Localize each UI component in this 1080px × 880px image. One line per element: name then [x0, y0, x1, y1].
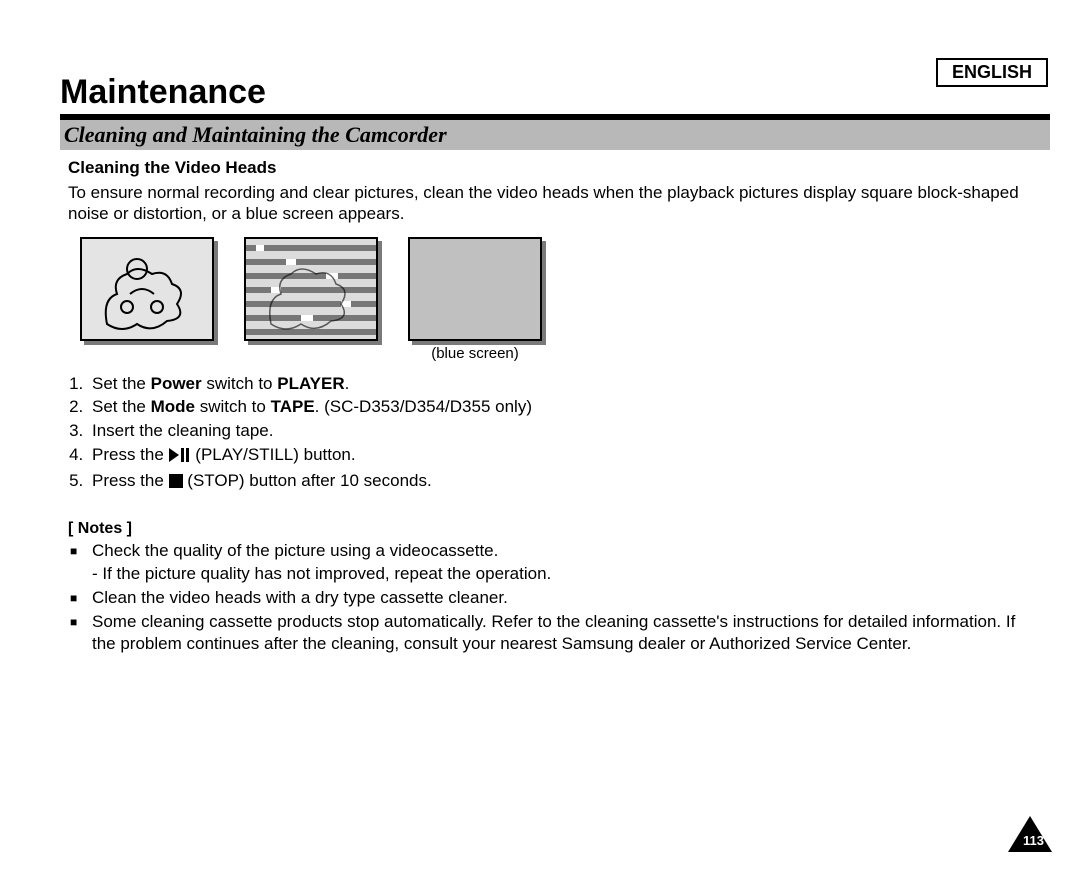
page-title: Maintenance — [60, 73, 1050, 112]
step-1: Set the Power switch to PLAYER. — [88, 372, 1050, 396]
notes-list: Check the quality of the picture using a… — [60, 540, 1050, 654]
play-pause-icon — [169, 445, 191, 469]
example-image-bluescreen — [408, 237, 542, 341]
sub-heading: Cleaning the Video Heads — [68, 158, 1050, 178]
example-image-clear — [80, 237, 214, 341]
note-1-sub: - If the picture quality has not improve… — [92, 563, 1042, 585]
language-label: ENGLISH — [936, 58, 1048, 87]
example-image-bluescreen-wrap: (blue screen) — [408, 237, 542, 362]
bluescreen-caption: (blue screen) — [431, 345, 519, 362]
step-5: Press the (STOP) button after 10 seconds… — [88, 469, 1050, 495]
example-image-noise — [244, 237, 378, 341]
page-number: 113 — [1023, 833, 1044, 848]
step-2: Set the Mode switch to TAPE. (SC-D353/D3… — [88, 395, 1050, 419]
step-3: Insert the cleaning tape. — [88, 419, 1050, 443]
intro-text: To ensure normal recording and clear pic… — [68, 182, 1042, 225]
section-heading: Cleaning and Maintaining the Camcorder — [60, 120, 1050, 150]
steps-list: Set the Power switch to PLAYER. Set the … — [60, 372, 1050, 495]
note-3: Some cleaning cassette products stop aut… — [68, 611, 1042, 655]
note-2: Clean the video heads with a dry type ca… — [68, 587, 1042, 609]
stop-icon — [169, 471, 183, 495]
example-images-row: (blue screen) — [80, 237, 1050, 362]
note-1: Check the quality of the picture using a… — [68, 540, 1042, 584]
manual-page: ENGLISH Maintenance Cleaning and Maintai… — [0, 0, 1080, 880]
notes-label: [ Notes ] — [68, 520, 1050, 538]
step-4: Press the (PLAY/STILL) button. — [88, 443, 1050, 469]
